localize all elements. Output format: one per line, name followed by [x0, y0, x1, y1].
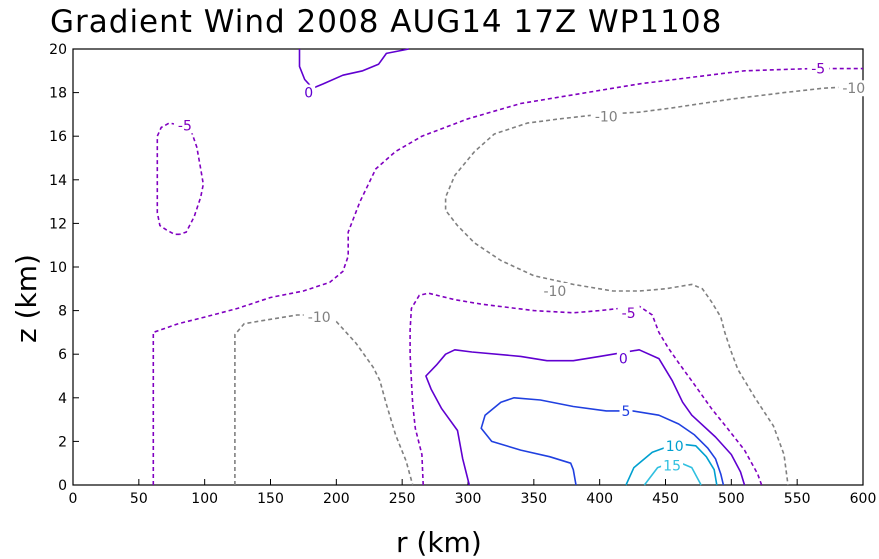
contour-line — [152, 67, 863, 485]
x-axis-label: r (km) — [396, 526, 482, 559]
contour-label-bg — [303, 309, 335, 326]
contour-label: -5 — [811, 62, 825, 78]
x-tick-label: 600 — [850, 491, 877, 507]
contour-line — [425, 349, 746, 486]
x-tick-label: 0 — [69, 491, 78, 507]
x-tick-label: 500 — [718, 491, 745, 507]
y-tick-label: 10 — [49, 260, 67, 276]
plot-frame — [72, 48, 864, 486]
y-tick-label: 14 — [49, 173, 67, 189]
contour-line — [444, 85, 864, 486]
x-tick-label: 250 — [389, 491, 416, 507]
contour-label: 0 — [619, 352, 628, 368]
chart-title: Gradient Wind 2008 AUG14 17Z WP1108 — [50, 4, 722, 40]
contour-label-bg — [807, 60, 830, 77]
contour-label: -10 — [308, 310, 331, 326]
contour-label-bg — [302, 84, 316, 101]
x-tick-label: 300 — [455, 491, 482, 507]
contour-labels: -10 -10 -10 -10 -5 -5 -5 0 0 5 10 15 — [173, 60, 870, 474]
contour-label: -10 — [543, 284, 566, 300]
contour-label: 15 — [663, 458, 681, 474]
x-tick-label: 450 — [652, 491, 679, 507]
x-axis: 0 50 100 150 200 250 300 350 400 450 500 550 600 — [69, 479, 877, 507]
y-axis: 0 2 4 6 8 10 12 14 16 18 20 — [49, 42, 79, 494]
y-tick-label: 2 — [58, 434, 67, 450]
contour-line — [480, 397, 725, 486]
y-tick-label: 4 — [58, 391, 67, 407]
contour-lines — [152, 48, 864, 486]
contour-label-bg — [619, 402, 633, 419]
y-tick-label: 6 — [58, 347, 67, 363]
y-axis-label: z (km) — [10, 254, 43, 343]
x-tick-label: 100 — [191, 491, 218, 507]
contour-label-bg — [617, 304, 640, 321]
contour-label: 5 — [622, 404, 631, 420]
contour-line — [409, 292, 763, 486]
x-tick-label: 150 — [257, 491, 284, 507]
contour-label-bg — [663, 437, 686, 454]
y-tick-label: 16 — [49, 129, 67, 145]
contour-label: 0 — [304, 86, 313, 102]
x-tick-label: 550 — [784, 491, 811, 507]
contour-line — [156, 122, 205, 236]
contour-label: -10 — [842, 81, 865, 97]
contour-label-bg — [661, 457, 684, 474]
contour-label: -5 — [622, 306, 636, 322]
contour-label: -5 — [178, 118, 192, 134]
y-tick-label: 8 — [58, 304, 67, 320]
contour-label: 10 — [666, 439, 684, 455]
y-tick-label: 12 — [49, 216, 67, 232]
contour-line — [234, 314, 414, 486]
x-tick-label: 400 — [586, 491, 613, 507]
y-tick-label: 0 — [58, 478, 67, 494]
contour-label-bg — [173, 117, 196, 134]
contour-label: -10 — [595, 110, 618, 126]
y-tick-label: 18 — [49, 86, 67, 102]
y-tick-label: 20 — [49, 42, 67, 58]
contour-label-bg — [838, 80, 870, 97]
x-tick-label: 350 — [520, 491, 547, 507]
contour-line — [625, 442, 718, 486]
x-tick-label: 200 — [323, 491, 350, 507]
x-tick-label: 50 — [130, 491, 148, 507]
contour-label-bg — [539, 282, 571, 299]
contour-label-bg — [616, 350, 630, 367]
contour-label-bg — [590, 108, 622, 125]
contour-line — [298, 48, 409, 89]
